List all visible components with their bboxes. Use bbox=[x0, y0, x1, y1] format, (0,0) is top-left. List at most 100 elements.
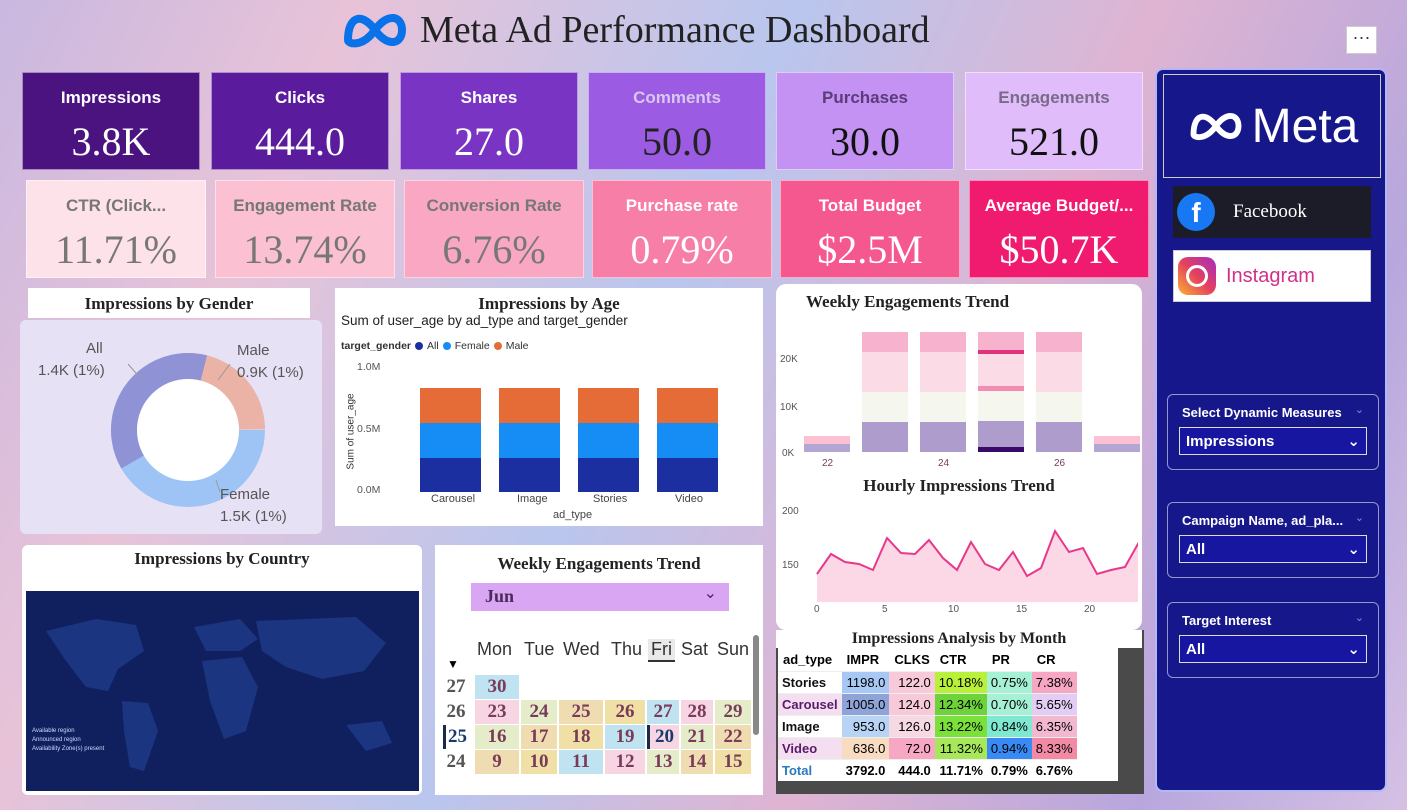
matrix-header-cr[interactable]: CR bbox=[1031, 648, 1077, 672]
kpi-card-average-budget-[interactable]: Average Budget/... $50.7K bbox=[969, 180, 1149, 278]
matrix-header-clks[interactable]: CLKS bbox=[889, 648, 935, 672]
leader-female bbox=[215, 479, 221, 493]
world-map[interactable]: Available region Announced region Availa… bbox=[26, 591, 419, 791]
age-ylabel: Sum of user_age bbox=[345, 393, 357, 470]
matrix-row[interactable]: Carousel 1005.0 124.0 12.34% 0.70% 5.65% bbox=[778, 693, 1077, 716]
calendar-date-cell[interactable]: 13 bbox=[647, 750, 679, 774]
matrix-cell: 7.38% bbox=[1031, 671, 1077, 694]
calendar-day-fri: Fri bbox=[648, 639, 675, 662]
gender-title-bar: Impressions by Gender bbox=[28, 288, 310, 318]
kpi-card-ctr-click-[interactable]: CTR (Click... 11.71% bbox=[26, 180, 206, 278]
month-dropdown-value: Jun bbox=[485, 586, 515, 606]
calendar-date-cell[interactable]: 27 bbox=[647, 700, 679, 724]
gender-male-value: 0.9K (1%) bbox=[237, 364, 304, 381]
kpi-label: Comments bbox=[633, 88, 721, 107]
map-legend-zones: Availability Zone(s) present bbox=[32, 746, 105, 752]
matrix-panel[interactable]: Impressions Analysis by Month ad_type IMP… bbox=[776, 630, 1144, 794]
slicer-dropdown[interactable]: All ⌄ bbox=[1179, 535, 1367, 563]
matrix-header-impr[interactable]: IMPR bbox=[841, 648, 890, 672]
matrix-row-label: Carousel bbox=[778, 693, 842, 716]
hourly-ytick-200: 200 bbox=[782, 506, 799, 517]
age-ytick-05m: 0.5M bbox=[357, 423, 381, 435]
calendar-date-cell[interactable]: 17 bbox=[521, 725, 557, 749]
kpi-card-comments[interactable]: Comments 50.0 bbox=[588, 72, 766, 170]
map-legend-available: Available region bbox=[32, 728, 75, 734]
calendar-date-cell[interactable]: 9 bbox=[475, 750, 519, 774]
calendar-scrollbar[interactable] bbox=[753, 635, 759, 735]
matrix-row[interactable]: Stories 1198.0 122.0 10.18% 0.75% 7.38% bbox=[778, 671, 1077, 694]
matrix-row[interactable]: Image 953.0 126.0 13.22% 0.84% 6.35% bbox=[778, 715, 1077, 738]
chevron-down-icon: ⌄ bbox=[1347, 433, 1360, 450]
weekly-engagement-title: Weekly Engagements Trend bbox=[806, 292, 1010, 311]
matrix-header-ctr[interactable]: CTR bbox=[934, 648, 987, 672]
calendar-date-cell[interactable]: 11 bbox=[559, 750, 603, 774]
header: Meta Ad Performance Dashboard bbox=[340, 4, 1040, 56]
kpi-card-purchases[interactable]: Purchases 30.0 bbox=[776, 72, 954, 170]
calendar-date-cell[interactable]: 12 bbox=[605, 750, 645, 774]
kpi-card-total-budget[interactable]: Total Budget $2.5M bbox=[780, 180, 960, 278]
country-map-panel[interactable]: Impressions by Country Available region … bbox=[22, 545, 422, 795]
legend-all: All bbox=[427, 340, 439, 352]
kpi-card-shares[interactable]: Shares 27.0 bbox=[400, 72, 578, 170]
gender-chart[interactable]: All 1.4K (1%) Male 0.9K (1%) Female 1.5K… bbox=[20, 320, 322, 534]
age-legend: target_gender All Female Male bbox=[341, 340, 528, 352]
calendar-date-cell[interactable]: 22 bbox=[715, 725, 751, 749]
kpi-label: Conversion Rate bbox=[426, 196, 562, 215]
slicer-dropdown[interactable]: All ⌄ bbox=[1179, 635, 1367, 663]
kpi-value: 3.8K bbox=[71, 119, 151, 164]
sidebar: Meta f Facebook Instagram Select Dynamic… bbox=[1155, 68, 1387, 792]
kpi-card-conversion-rate[interactable]: Conversion Rate 6.76% bbox=[404, 180, 584, 278]
calendar-date-cell[interactable]: 18 bbox=[559, 725, 603, 749]
weekly-xtick-26: 26 bbox=[1054, 458, 1066, 469]
weekly-engagement-panel[interactable]: Weekly Engagements Trend 20K 10K 0K 22 2… bbox=[776, 284, 1142, 630]
calendar-date-cell[interactable]: 19 bbox=[605, 725, 645, 749]
calendar-date-cell[interactable]: 30 bbox=[475, 675, 519, 699]
kpi-card-engagements[interactable]: Engagements 521.0 bbox=[965, 72, 1143, 170]
calendar-date-cell[interactable]: 15 bbox=[715, 750, 751, 774]
calendar-date-cell[interactable]: 28 bbox=[681, 700, 713, 724]
matrix-header-ad-type[interactable]: ad_type bbox=[778, 648, 842, 672]
calendar-panel[interactable]: Weekly Engagements Trend Jun ⌄ Mon Tue Wed… bbox=[435, 545, 763, 795]
map-legend-announced: Announced region bbox=[32, 737, 81, 743]
calendar-date-cell[interactable]: 20 bbox=[647, 725, 679, 749]
calendar-date-cell[interactable]: 26 bbox=[605, 700, 645, 724]
map-legend: Available region Announced region Availa… bbox=[32, 727, 104, 754]
age-chart-panel[interactable]: Impressions by Age Sum of user_age by ad… bbox=[335, 288, 763, 526]
age-bars bbox=[420, 388, 718, 492]
calendar-date-cell[interactable]: 16 bbox=[475, 725, 519, 749]
calendar-day-sat: Sat bbox=[681, 639, 709, 659]
calendar-date-cell[interactable]: 21 bbox=[681, 725, 713, 749]
matrix-title: Impressions Analysis by Month bbox=[776, 630, 1142, 648]
facebook-button[interactable]: f Facebook bbox=[1173, 186, 1371, 238]
kpi-card-purchase-rate[interactable]: Purchase rate 0.79% bbox=[592, 180, 772, 278]
matrix-cell: 1005.0 bbox=[841, 693, 890, 716]
kpi-value: 13.74% bbox=[243, 227, 367, 272]
chevron-down-icon[interactable]: ⌄ bbox=[1354, 404, 1364, 416]
slicer-value: All bbox=[1186, 541, 1206, 558]
calendar-date-cell[interactable]: 23 bbox=[475, 700, 519, 724]
instagram-icon bbox=[1178, 257, 1216, 295]
matrix-cell: 10.18% bbox=[934, 671, 987, 694]
calendar-sort-icon[interactable]: ▼ bbox=[447, 657, 459, 671]
more-options-button[interactable]: ··· bbox=[1346, 26, 1377, 54]
calendar-date-cell[interactable]: 14 bbox=[681, 750, 713, 774]
kpi-card-clicks[interactable]: Clicks 444.0 bbox=[211, 72, 389, 170]
instagram-button[interactable]: Instagram bbox=[1173, 250, 1371, 302]
calendar-date-cell[interactable]: 25 bbox=[559, 700, 603, 724]
matrix-cell: 8.33% bbox=[1031, 737, 1077, 760]
facebook-label: Facebook bbox=[1233, 201, 1307, 222]
calendar-date-cell[interactable]: 24 bbox=[521, 700, 557, 724]
month-dropdown[interactable]: Jun ⌄ bbox=[471, 583, 729, 611]
calendar-date-cell[interactable]: 10 bbox=[521, 750, 557, 774]
kpi-card-engagement-rate[interactable]: Engagement Rate 13.74% bbox=[215, 180, 395, 278]
slicer-value: Impressions bbox=[1186, 433, 1275, 450]
chevron-down-icon[interactable]: ⌄ bbox=[1354, 612, 1364, 624]
chevron-down-icon[interactable]: ⌄ bbox=[1354, 512, 1364, 524]
matrix-row[interactable]: Video 636.0 72.0 11.32% 0.94% 8.33% bbox=[778, 737, 1077, 760]
kpi-card-impressions[interactable]: Impressions 3.8K bbox=[22, 72, 200, 170]
matrix-header-pr[interactable]: PR bbox=[986, 648, 1032, 672]
week-bar-24 bbox=[920, 332, 966, 452]
matrix-total-cell: 444.0 bbox=[889, 759, 935, 781]
calendar-date-cell[interactable]: 29 bbox=[715, 700, 751, 724]
slicer-dropdown[interactable]: Impressions ⌄ bbox=[1179, 427, 1367, 455]
